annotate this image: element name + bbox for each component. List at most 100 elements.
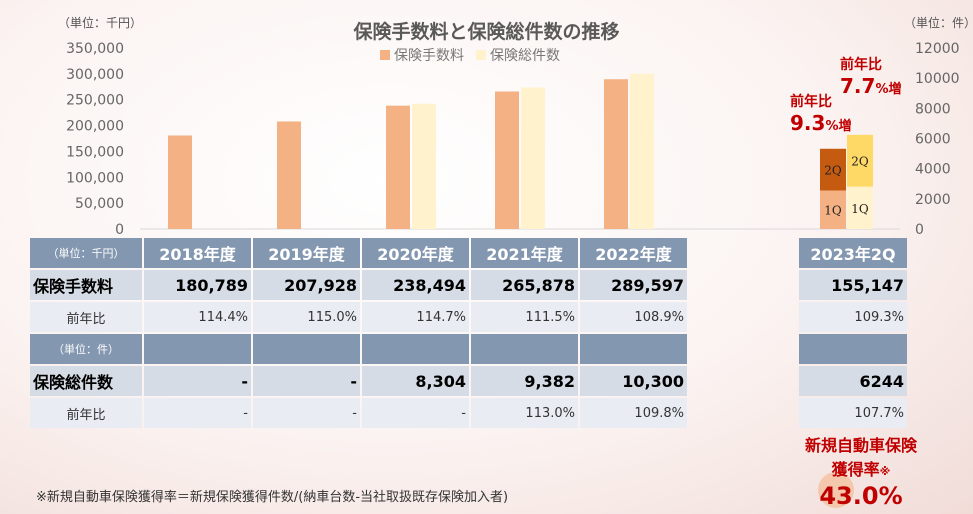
q-bar-fee-2q-label: 2Q: [824, 164, 842, 178]
q-bar-fee-2q: [820, 148, 846, 191]
fee-yoy-cell: 115.0%: [253, 302, 360, 332]
right-tick-label: 6000: [915, 132, 951, 148]
q-bar-fee-1q: [820, 190, 846, 229]
left-tick-label: 150,000: [66, 144, 124, 160]
legend: 保険手数料 保険総件数: [380, 45, 560, 65]
right-tick-label: 2000: [915, 192, 951, 208]
bar-count: [521, 87, 545, 230]
table-unit-yen: （単位：千円）: [30, 238, 142, 268]
bar-fee: [277, 121, 301, 229]
rate-footnote-mark: ※: [879, 465, 891, 478]
left-axis-unit: （単位：千円）: [58, 16, 143, 30]
row-label-fee: 保険手数料: [30, 270, 142, 300]
legend-item-count: 保険総件数: [476, 45, 560, 65]
fee-value-cell: 180,789: [144, 270, 251, 300]
q-bar-count-1q-label: 1Q: [851, 202, 869, 216]
bar-fee: [495, 91, 519, 230]
table-year-header: 2019年度: [253, 238, 360, 268]
count-value-cell: 9,382: [471, 366, 578, 396]
row-label-fee-yoy: 前年比: [30, 302, 142, 332]
fee-growth-value: 9.3: [790, 111, 826, 135]
fee-growth-unit: %増: [825, 119, 852, 134]
q2-count-value: 6244: [799, 366, 907, 396]
history-table: （単位：千円） 2018年度 2019年度 2020年度 2021年度 2022…: [28, 236, 689, 430]
right-axis-unit: （単位：件）: [904, 16, 973, 30]
q2-fee-yoy: 109.3%: [799, 302, 907, 332]
fee-value-cell: 289,597: [580, 270, 687, 300]
table-row-fee: 保険手数料 180,789 207,928 238,494 265,878 28…: [30, 270, 687, 300]
bar-count: [412, 103, 436, 229]
left-tick-label: 0: [115, 222, 124, 238]
count-growth-annotation: 前年比 7.7%増: [840, 58, 901, 96]
rate-highlight-circle: [818, 472, 854, 508]
fee-yoy-cell: 114.7%: [362, 302, 469, 332]
table-year-header: 2022年度: [580, 238, 687, 268]
left-tick-label: 100,000: [66, 170, 124, 186]
bar-count: [630, 73, 654, 230]
chart-title: 保険手数料と保険総件数の推移: [353, 21, 620, 43]
left-tick-label: 350,000: [66, 41, 124, 57]
fee-value-cell: 207,928: [253, 270, 360, 300]
right-tick-label: 12000: [915, 41, 960, 57]
table-unit-row: （単位：件）: [30, 334, 687, 364]
q-bar-fee-1q-label: 1Q: [824, 204, 842, 218]
table-year-header: 2020年度: [362, 238, 469, 268]
bar-fee: [604, 79, 628, 230]
row-label-count-yoy: 前年比: [30, 398, 142, 428]
bar-fee: [386, 105, 410, 229]
count-value-cell: -: [144, 366, 251, 396]
fee-value-cell: 238,494: [362, 270, 469, 300]
fee-growth-annotation: 前年比 9.3%増: [790, 95, 851, 133]
right-tick-label: 0: [915, 222, 924, 238]
count-value-cell: -: [253, 366, 360, 396]
count-growth-label: 前年比: [840, 57, 882, 73]
left-tick-label: 50,000: [75, 196, 124, 212]
rate-value: 43.0%: [819, 482, 903, 510]
q2-unit-row: [799, 334, 907, 364]
q-bar-count-2q: [847, 134, 873, 187]
table-row-count: 保険総件数 - - 8,304 9,382 10,300: [30, 366, 687, 396]
count-growth-value: 7.7: [840, 74, 876, 98]
table-unit-count: （単位：件）: [30, 334, 142, 364]
row-label-count: 保険総件数: [30, 366, 142, 396]
right-tick-label: 10000: [915, 71, 960, 87]
fee-growth-label: 前年比: [790, 94, 832, 110]
footnote: ※新規自動車保険獲得率＝新規保険獲得件数/(納車台数-当社取扱既存保険加入者): [36, 490, 509, 505]
table-row-fee-yoy: 前年比 114.4% 115.0% 114.7% 111.5% 108.9%: [30, 302, 687, 332]
count-yoy-cell: -: [253, 398, 360, 428]
bar-fee: [168, 135, 192, 229]
left-tick-label: 250,000: [66, 93, 124, 109]
legend-label-count: 保険総件数: [490, 48, 560, 64]
fee-yoy-cell: 114.4%: [144, 302, 251, 332]
acquisition-rate: 新規自動車保険 獲得率※ 43.0%: [782, 432, 940, 510]
legend-label-fee: 保険手数料: [394, 48, 464, 64]
table-row-count-yoy: 前年比 - - - 113.0% 109.8%: [30, 398, 687, 428]
q2-count-yoy: 107.7%: [799, 398, 907, 428]
count-yoy-cell: -: [362, 398, 469, 428]
table-year-header: 2018年度: [144, 238, 251, 268]
legend-item-fee: 保険手数料: [380, 45, 464, 65]
fee-yoy-cell: 108.9%: [580, 302, 687, 332]
q-bar-count-1q: [847, 186, 873, 229]
count-yoy-cell: 109.8%: [580, 398, 687, 428]
count-yoy-cell: 113.0%: [471, 398, 578, 428]
q2-fee-value: 155,147: [799, 270, 907, 300]
q2-table: 2023年2Q 155,147 109.3% 6244 107.7%: [797, 236, 909, 430]
q-bar-count-2q-label: 2Q: [851, 155, 869, 169]
fee-value-cell: 265,878: [471, 270, 578, 300]
fee-yoy-cell: 111.5%: [471, 302, 578, 332]
left-tick-label: 200,000: [66, 119, 124, 135]
count-growth-unit: %増: [875, 82, 902, 97]
count-value-cell: 10,300: [580, 366, 687, 396]
table-header-row: （単位：千円） 2018年度 2019年度 2020年度 2021年度 2022…: [30, 238, 687, 268]
right-tick-label: 4000: [915, 162, 951, 178]
count-yoy-cell: -: [144, 398, 251, 428]
table-year-header: 2021年度: [471, 238, 578, 268]
count-value-cell: 8,304: [362, 366, 469, 396]
left-tick-label: 300,000: [66, 67, 124, 83]
rate-label-line2: 獲得率: [831, 460, 880, 479]
rate-label-line1: 新規自動車保険: [804, 436, 917, 455]
right-tick-label: 8000: [915, 101, 951, 117]
q2-header: 2023年2Q: [799, 238, 907, 268]
